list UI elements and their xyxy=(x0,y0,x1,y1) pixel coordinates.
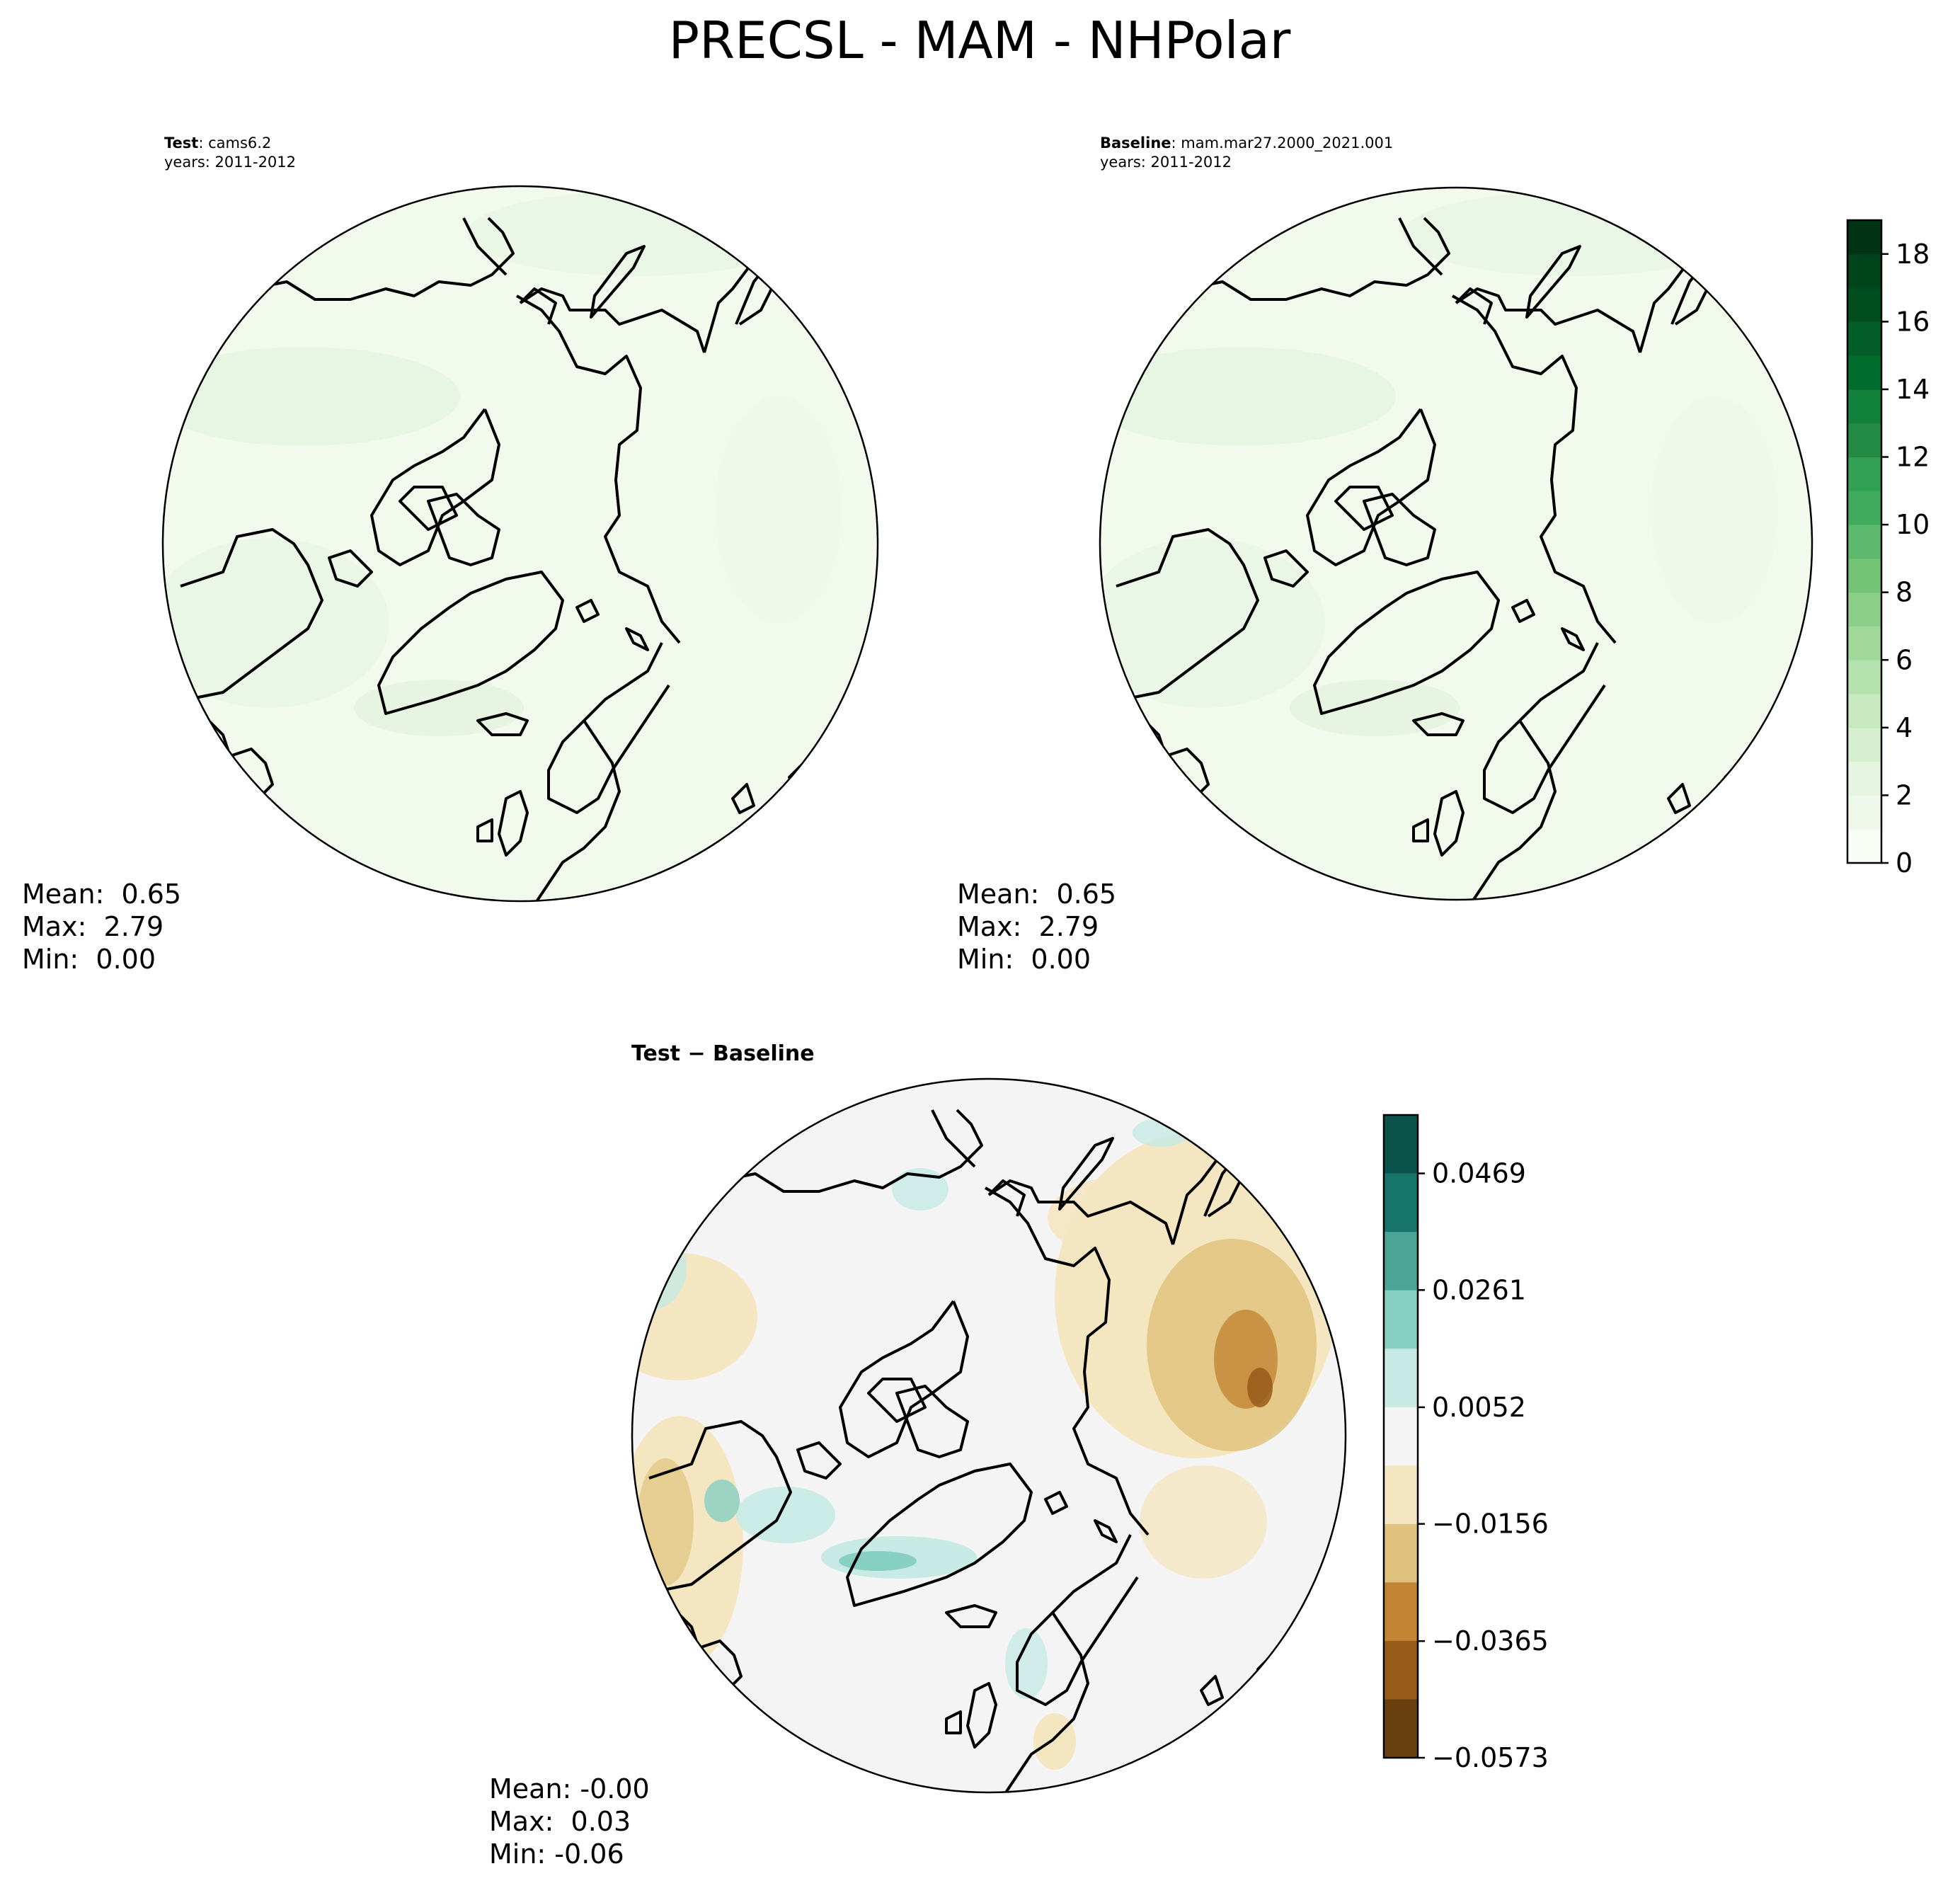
diff-colorbar-tick-label: 0.0469 xyxy=(1432,1158,1526,1189)
test-colon: : xyxy=(198,135,208,151)
top-colorbar-tick-label: 6 xyxy=(1896,644,1913,675)
top-colorbar-band xyxy=(1847,457,1881,491)
top-colorbar-band xyxy=(1847,694,1881,728)
top-colorbar-ticks: 0 2 4 6 8 10 12 14 16 18 xyxy=(1881,239,1930,879)
diff-map xyxy=(631,1077,1347,1794)
top-colorbar-band xyxy=(1847,389,1881,424)
diff-colorbar-frame xyxy=(1382,1114,1419,1759)
top-colorbar-tick-label: 4 xyxy=(1896,712,1913,743)
diff-colorbar-band xyxy=(1384,1290,1418,1349)
test-label: Test xyxy=(164,135,198,151)
top-colorbar-band xyxy=(1847,253,1881,289)
baseline-map xyxy=(1099,186,1813,901)
test-map-fields xyxy=(163,191,842,736)
diff-colorbar-tick-label: 0.0261 xyxy=(1432,1274,1526,1305)
diff-colorbar-band xyxy=(1384,1232,1418,1291)
test-years: years: 2011-2012 xyxy=(164,154,296,171)
diff-colorbar-tick-label: −0.0365 xyxy=(1432,1625,1549,1657)
diff-map-boundary xyxy=(631,1077,1347,1794)
top-colorbar-band xyxy=(1847,626,1881,660)
diff-colorbar-band xyxy=(1384,1173,1418,1232)
top-colorbar-tick-label: 2 xyxy=(1896,779,1913,811)
baseline-map-fields xyxy=(1100,191,1778,736)
diff-colorbar: 0.0469 0.0261 0.0052 −0.0156 −0.0365 −0.0573 xyxy=(1382,1114,1549,1773)
test-header-line1: Test: cams6.2 xyxy=(164,135,271,151)
top-colorbar-band xyxy=(1847,795,1881,830)
top-colorbar-tick-label: 16 xyxy=(1896,306,1930,337)
top-colorbar-frame xyxy=(1846,219,1883,864)
baseline-map-boundary xyxy=(1099,186,1813,901)
top-colorbar-tick-label: 8 xyxy=(1896,577,1913,608)
diff-colorbar-ticks: 0.0469 0.0261 0.0052 −0.0156 −0.0365 −0.0573 xyxy=(1418,1158,1549,1773)
diff-colorbar-band xyxy=(1384,1582,1418,1642)
diff-colorbar-tick-label: −0.0156 xyxy=(1432,1509,1549,1540)
baseline-stat-min: Min: 0.00 xyxy=(957,944,1091,975)
top-colorbar-tick-label: 0 xyxy=(1896,847,1913,879)
top-colorbar-band xyxy=(1847,423,1881,458)
top-colorbar: 0 2 4 6 8 10 12 14 16 18 xyxy=(1846,219,1930,879)
top-colorbar-tick-label: 10 xyxy=(1896,509,1930,540)
test-map xyxy=(161,185,879,903)
diff-colorbar-band xyxy=(1384,1523,1418,1583)
top-colorbar-tick-label: 12 xyxy=(1896,442,1930,473)
test-case: cams6.2 xyxy=(208,135,271,151)
diff-colorbar-band xyxy=(1384,1349,1418,1408)
test-map-boundary xyxy=(161,185,879,903)
top-colorbar-band xyxy=(1847,321,1881,356)
top-colorbar-band xyxy=(1847,727,1881,762)
diff-stat-min: Min: -0.06 xyxy=(489,1838,624,1870)
top-colorbar-band xyxy=(1847,355,1881,390)
diff-stat-mean: Mean: -0.00 xyxy=(489,1773,650,1804)
diff-colorbar-segments xyxy=(1384,1115,1418,1758)
baseline-stat-mean: Mean: 0.65 xyxy=(957,879,1116,910)
diff-colorbar-tick-label: 0.0052 xyxy=(1432,1392,1526,1423)
top-colorbar-band xyxy=(1847,287,1881,322)
top-colorbar-segments xyxy=(1847,220,1881,864)
baseline-years: years: 2011-2012 xyxy=(1100,154,1232,171)
top-colorbar-band xyxy=(1847,829,1881,864)
diff-colorbar-band xyxy=(1384,1640,1418,1700)
diff-colorbar-tick-label: −0.0573 xyxy=(1432,1742,1549,1773)
figure-title: PRECSL - MAM - NHPolar xyxy=(669,11,1291,70)
baseline-label: Baseline xyxy=(1100,135,1171,151)
top-colorbar-band xyxy=(1847,761,1881,796)
test-stat-min: Min: 0.00 xyxy=(22,944,156,975)
baseline-header-line1: Baseline: mam.mar27.2000_2021.001 xyxy=(1100,135,1393,152)
diff-stat-max: Max: 0.03 xyxy=(489,1806,631,1837)
baseline-stat-max: Max: 2.79 xyxy=(957,911,1099,942)
diff-label: Test − Baseline xyxy=(631,1041,815,1066)
top-colorbar-band xyxy=(1847,220,1881,255)
diff-colorbar-band xyxy=(1384,1699,1418,1758)
top-colorbar-band xyxy=(1847,592,1881,627)
test-stat-max: Max: 2.79 xyxy=(22,911,164,942)
diff-colorbar-band xyxy=(1384,1115,1418,1174)
diff-colorbar-band xyxy=(1384,1465,1418,1525)
test-stat-mean: Mean: 0.65 xyxy=(22,879,181,910)
baseline-case: mam.mar27.2000_2021.001 xyxy=(1181,135,1393,152)
top-colorbar-band xyxy=(1847,525,1881,559)
top-colorbar-band xyxy=(1847,660,1881,694)
baseline-colon: : xyxy=(1171,135,1181,151)
diff-colorbar-band xyxy=(1384,1407,1418,1466)
top-colorbar-tick-label: 14 xyxy=(1896,374,1930,405)
top-colorbar-tick-label: 18 xyxy=(1896,239,1930,270)
top-colorbar-band xyxy=(1847,558,1881,593)
top-colorbar-band xyxy=(1847,491,1881,525)
